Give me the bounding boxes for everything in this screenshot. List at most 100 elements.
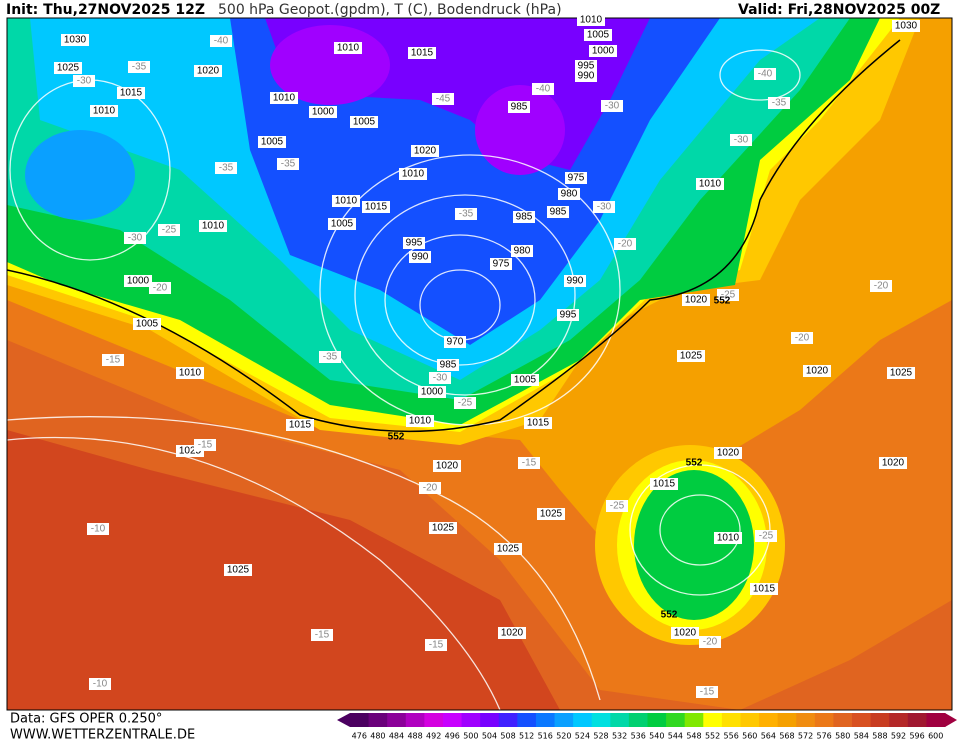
legend-label: 528 — [593, 732, 608, 741]
pressure-label-box — [714, 447, 742, 459]
temperature-label: -20 — [618, 239, 633, 250]
pressure-label: 1005 — [331, 219, 354, 230]
legend-arrow-high — [945, 713, 957, 727]
legend-swatch — [926, 713, 946, 727]
pressure-label: 1010 — [202, 221, 225, 232]
pressure-label: 1010 — [93, 106, 116, 117]
pressure-label-box — [557, 309, 579, 321]
pressure-label: 1025 — [179, 446, 202, 457]
legend-label: 508 — [500, 732, 515, 741]
pressure-label: 970 — [447, 337, 464, 348]
pressure-label-box — [406, 415, 434, 427]
pressure-label: 1025 — [497, 544, 520, 555]
pressure-label: 1015 — [653, 479, 676, 490]
legend-label: 500 — [463, 732, 478, 741]
temperature-label-box — [696, 686, 718, 698]
pressure-label: 1015 — [753, 584, 776, 595]
pressure-label-box — [565, 172, 587, 184]
pressure-label-box — [270, 92, 298, 104]
legend-swatch — [610, 713, 630, 727]
legend-swatch — [796, 713, 816, 727]
pressure-label: 1000 — [127, 276, 150, 287]
temperature-label-box — [419, 482, 441, 494]
legend-swatch — [498, 713, 518, 727]
temperature-label: -35 — [323, 352, 338, 363]
pressure-label-box — [558, 188, 580, 200]
legend-swatch — [517, 713, 537, 727]
legend-label: 496 — [445, 732, 460, 741]
pressure-label: 1010 — [402, 169, 425, 180]
legend-swatch — [480, 713, 500, 727]
legend-label: 520 — [556, 732, 571, 741]
temperature-label: -15 — [315, 630, 330, 641]
pressure-label-box — [350, 116, 378, 128]
temperature-label: -30 — [734, 135, 749, 146]
temperature-label-box — [124, 232, 146, 244]
legend-swatch — [554, 713, 574, 727]
legend-label: 548 — [686, 732, 701, 741]
legend-swatch — [833, 713, 853, 727]
pressure-label: 990 — [412, 252, 429, 263]
map — [7, 18, 952, 710]
legend-swatch — [703, 713, 723, 727]
pressure-label: 1020 — [436, 461, 459, 472]
legend-swatch — [666, 713, 686, 727]
pressure-label: 1025 — [432, 523, 455, 534]
pressure-label: 1025 — [227, 565, 250, 576]
pressure-label: 975 — [568, 173, 585, 184]
temperature-label: -20 — [423, 483, 438, 494]
legend-label: 576 — [817, 732, 832, 741]
pressure-label: 1010 — [179, 368, 202, 379]
legend-swatch — [442, 713, 463, 727]
pressure-label: 1030 — [895, 21, 918, 32]
legend-swatch — [405, 713, 425, 727]
pressure-label-box — [194, 65, 222, 77]
temperature-label-box — [593, 201, 615, 213]
temperature-label: -15 — [106, 355, 121, 366]
temperature-label-box — [518, 457, 540, 469]
temperature-label-box — [601, 100, 623, 112]
pressure-label: 990 — [578, 71, 595, 82]
pressure-label: 1005 — [587, 30, 610, 41]
temperature-label-box — [158, 224, 180, 236]
legend-label: 572 — [798, 732, 813, 741]
legend-label: 588 — [872, 732, 887, 741]
temperature-label-box — [73, 75, 95, 87]
temperature-label: -45 — [436, 94, 451, 105]
pressure-label: 1020 — [685, 295, 708, 306]
legend-swatch — [387, 713, 407, 727]
pressure-label-box — [498, 627, 526, 639]
temperature-label: -20 — [795, 333, 810, 344]
pressure-label-box — [399, 168, 427, 180]
legend-label: 584 — [854, 732, 869, 741]
temperature-label-box — [311, 629, 333, 641]
pressure-label-box — [429, 522, 457, 534]
temperature-label-box — [717, 289, 739, 301]
pressure-label-box — [286, 419, 314, 431]
legend-swatch — [814, 713, 834, 727]
legend-swatch — [777, 713, 797, 727]
legend-swatch — [870, 713, 890, 727]
pressure-label: 1030 — [64, 35, 87, 46]
pressure-label-box — [879, 457, 907, 469]
pressure-label-box — [511, 245, 533, 257]
pressure-label: 1005 — [261, 137, 284, 148]
pressure-label-box — [511, 374, 539, 386]
temperature-label-box — [454, 397, 476, 409]
pressure-label-box — [547, 206, 569, 218]
pressure-label: 995 — [560, 310, 577, 321]
pressure-label: 985 — [550, 207, 567, 218]
pressure-label-box — [524, 417, 552, 429]
pressure-label-box — [750, 583, 778, 595]
temperature-label-box — [215, 162, 237, 174]
map-title: 500 hPa Geopot.(gpdm), T (C), Bodendruck… — [218, 2, 562, 18]
legend-swatch — [889, 713, 909, 727]
pressure-label-box — [575, 70, 597, 82]
pressure-label-box — [309, 106, 337, 118]
pressure-label-box — [584, 29, 612, 41]
pressure-label-box — [133, 318, 161, 330]
temperature-label: -15 — [522, 458, 537, 469]
pressure-label-box — [433, 460, 461, 472]
pressure-label-box — [199, 220, 227, 232]
pressure-label-box — [803, 365, 831, 377]
